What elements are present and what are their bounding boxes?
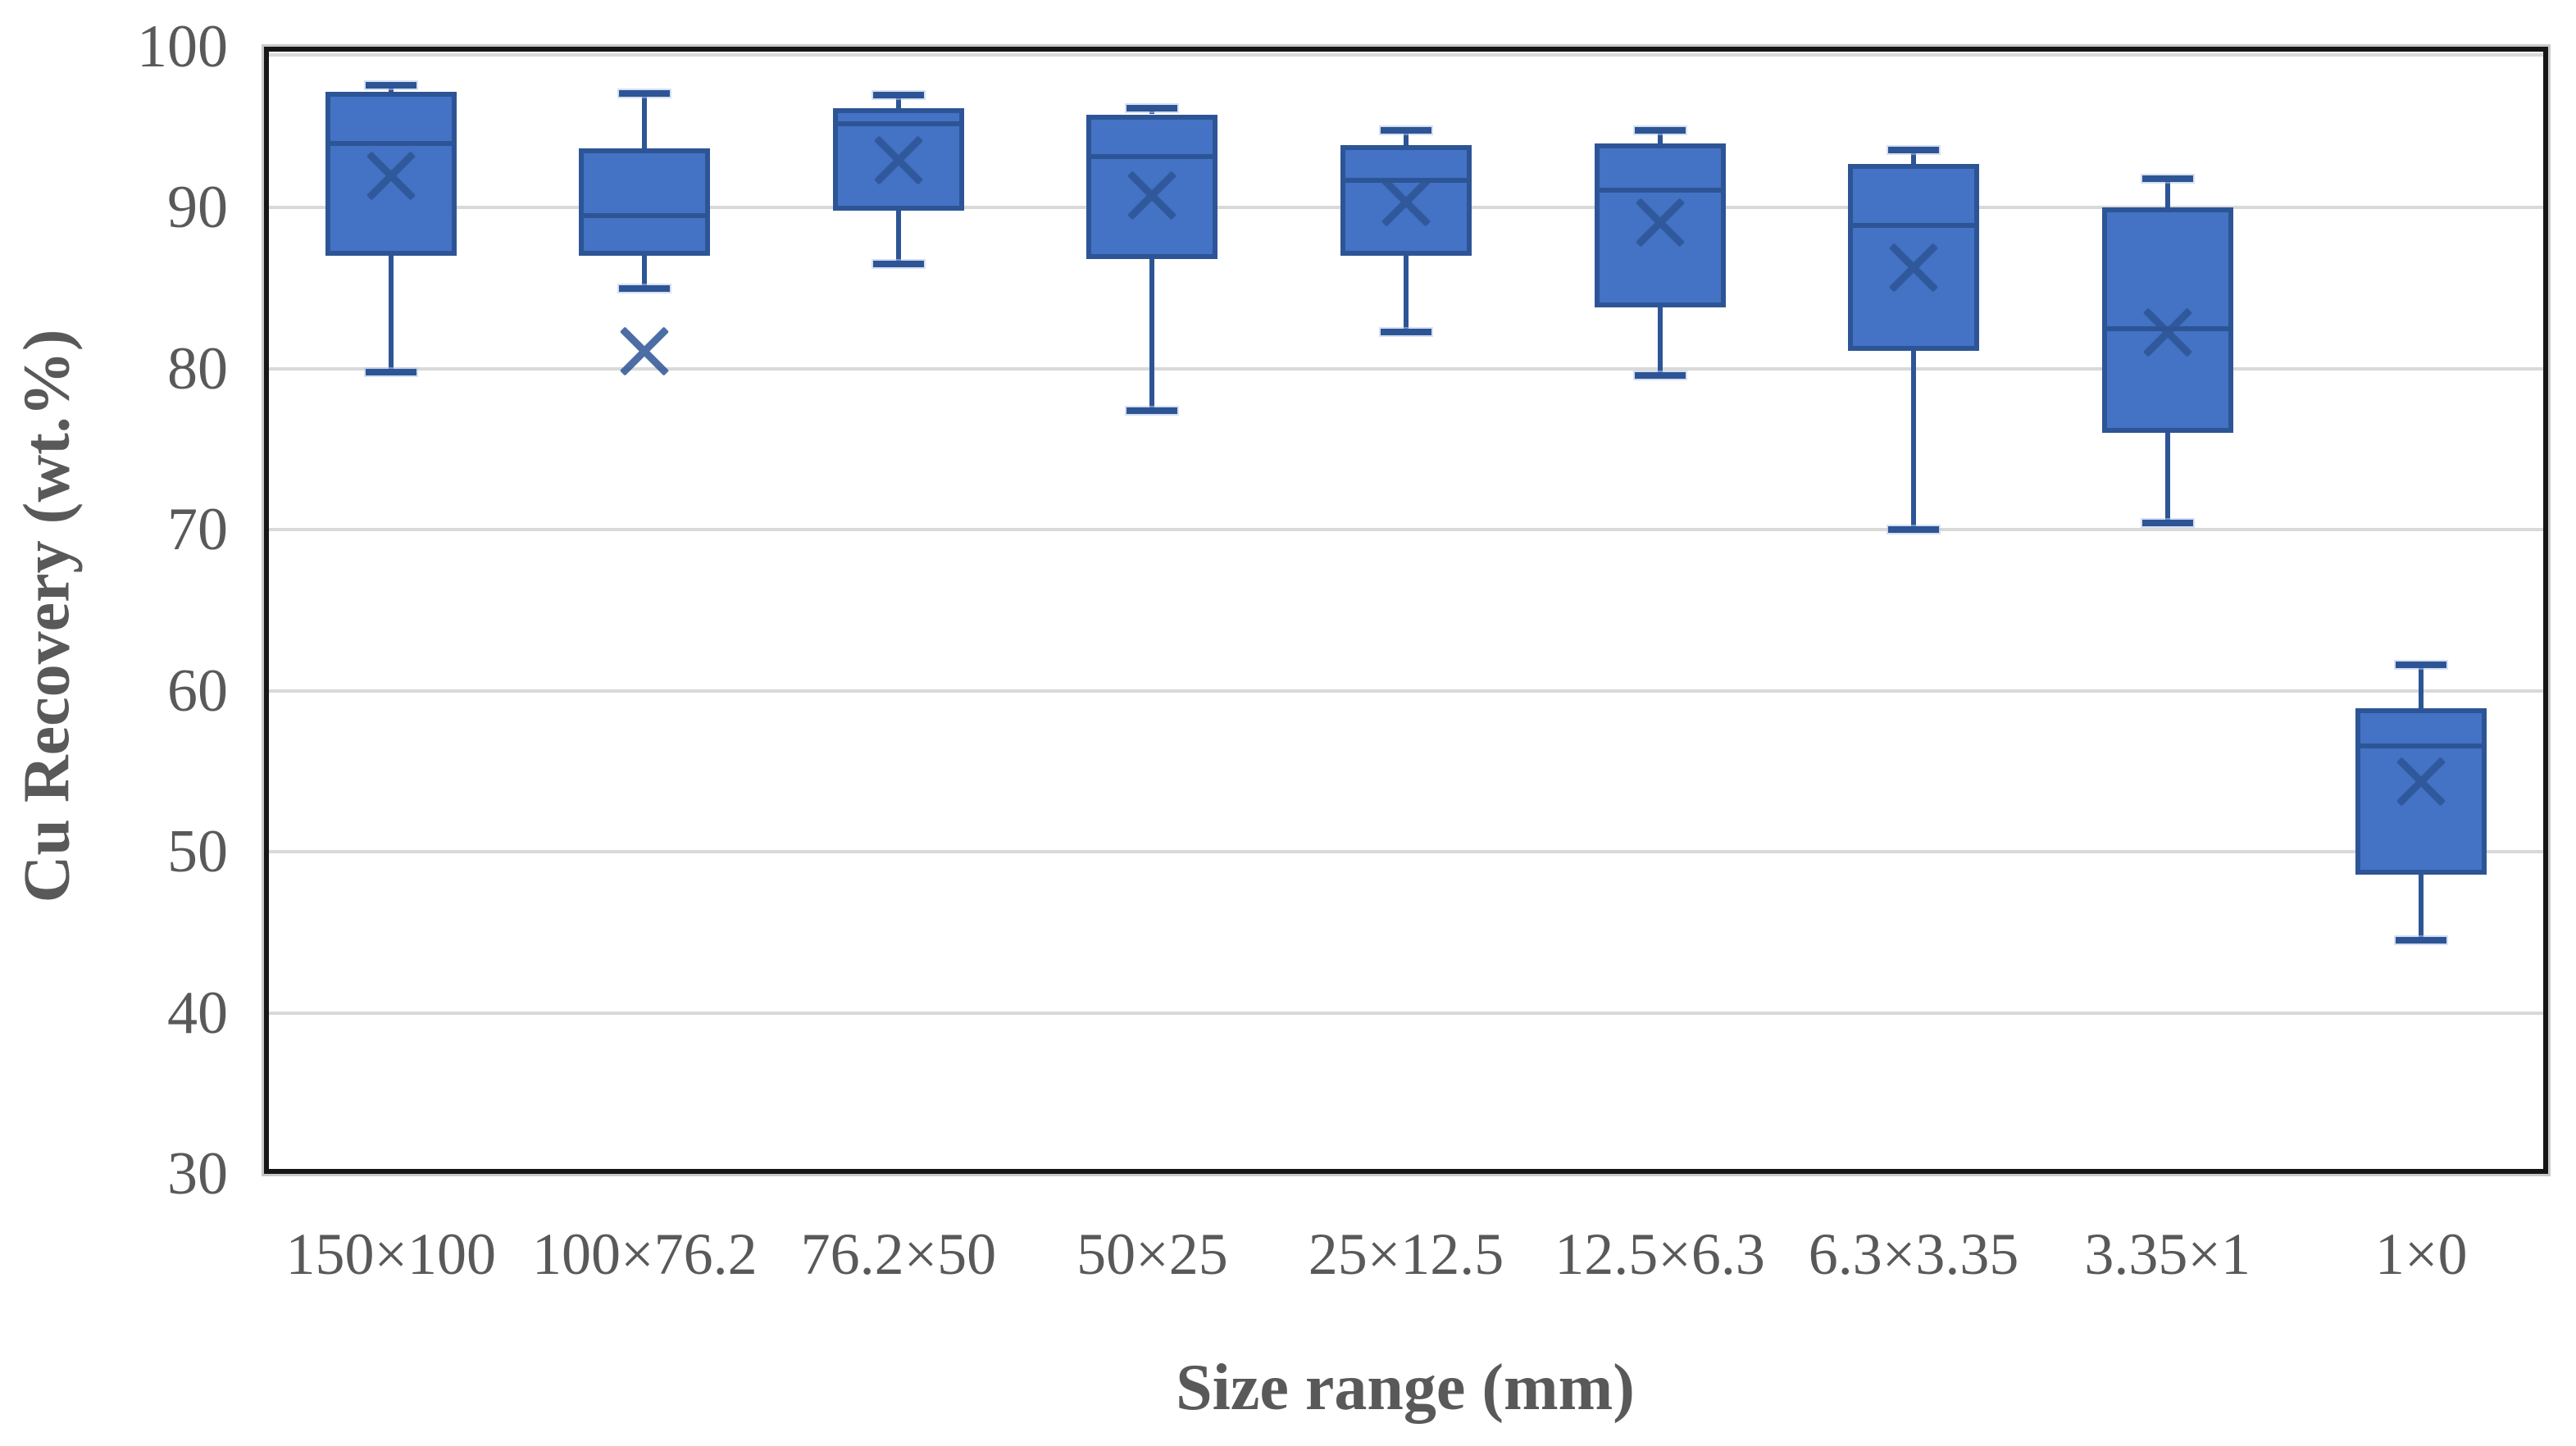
lower-whisker-12.5×6.3: [1657, 307, 1663, 375]
lower-whisker-cap-100×76.2: [619, 284, 671, 292]
x-axis-title: Size range (mm): [1176, 1352, 1635, 1424]
mean-marker-150×100: [366, 151, 416, 201]
gridline-100: [264, 53, 2548, 57]
upper-whisker-cap-1×0: [2396, 662, 2447, 669]
gridline-60: [264, 689, 2548, 693]
upper-whisker-1×0: [2419, 665, 2424, 709]
median-150×100: [330, 140, 452, 146]
lower-whisker-50×25: [1149, 259, 1155, 411]
mean-marker-1×0: [2396, 757, 2446, 807]
mean-marker-6.3×3.35: [1889, 243, 1939, 293]
median-100×76.2: [584, 213, 706, 219]
median-12.5×6.3: [1599, 187, 1721, 193]
box-12.5×6.3: [1594, 143, 1726, 308]
upper-whisker-6.3×3.35: [1911, 149, 1917, 165]
median-6.3×3.35: [1853, 223, 1975, 229]
box-6.3×3.35: [1848, 164, 1980, 352]
y-tick-label-40: 40: [167, 979, 228, 1047]
lower-whisker-76.2×50: [895, 211, 901, 265]
lower-whisker-cap-3.35×1: [2141, 520, 2193, 527]
y-axis-title: Cu Recovery (wt.%): [11, 329, 84, 903]
upper-whisker-25×12.5: [1404, 130, 1409, 145]
mean-marker-3.35×1: [2142, 307, 2192, 357]
x-tick-label-6.3×3.35: 6.3×3.35: [1808, 1221, 2019, 1287]
box-50×25: [1086, 114, 1218, 260]
gridline-70: [264, 528, 2548, 532]
x-tick-label-3.35×1: 3.35×1: [2084, 1221, 2251, 1287]
gridline-80: [264, 366, 2548, 371]
mean-marker-25×12.5: [1381, 177, 1431, 227]
y-tick-label-90: 90: [167, 174, 228, 242]
upper-whisker-cap-25×12.5: [1381, 127, 1431, 134]
upper-whisker-cap-6.3×3.35: [1888, 146, 1940, 153]
mean-marker-100×76.2: [620, 326, 670, 376]
lower-whisker-150×100: [388, 256, 394, 372]
lower-whisker-cap-1×0: [2396, 937, 2447, 944]
x-tick-label-76.2×50: 76.2×50: [800, 1221, 997, 1287]
upper-whisker-cap-3.35×1: [2141, 175, 2193, 183]
lower-whisker-cap-25×12.5: [1381, 328, 1431, 335]
lower-whisker-100×76.2: [642, 256, 648, 289]
y-tick-label-70: 70: [167, 496, 228, 564]
y-tick-label-60: 60: [167, 657, 228, 725]
median-1×0: [2360, 743, 2483, 748]
upper-whisker-12.5×6.3: [1657, 130, 1663, 143]
median-50×25: [1091, 153, 1213, 159]
lower-whisker-cap-76.2×50: [872, 261, 924, 268]
gridline-40: [264, 1011, 2548, 1015]
upper-whisker-cap-150×100: [365, 82, 416, 89]
upper-whisker-3.35×1: [2164, 179, 2170, 208]
y-tick-label-100: 100: [137, 13, 228, 80]
lower-whisker-cap-6.3×3.35: [1888, 526, 1940, 534]
upper-whisker-cap-50×25: [1126, 104, 1178, 111]
x-tick-label-25×12.5: 25×12.5: [1308, 1221, 1504, 1287]
lower-whisker-3.35×1: [2164, 433, 2170, 524]
upper-whisker-cap-76.2×50: [872, 91, 924, 98]
y-tick-label-80: 80: [167, 334, 228, 402]
x-tick-label-50×25: 50×25: [1076, 1221, 1228, 1287]
upper-whisker-cap-12.5×6.3: [1634, 127, 1686, 134]
lower-whisker-25×12.5: [1404, 256, 1409, 332]
gridline-50: [264, 850, 2548, 854]
median-76.2×50: [837, 121, 959, 127]
box-100×76.2: [579, 148, 711, 257]
lower-whisker-1×0: [2419, 874, 2424, 941]
box-3.35×1: [2101, 207, 2233, 434]
x-tick-label-150×100: 150×100: [285, 1221, 497, 1287]
x-tick-label-1×0: 1×0: [2374, 1221, 2468, 1287]
upper-whisker-76.2×50: [895, 94, 901, 108]
mean-marker-76.2×50: [873, 134, 923, 185]
lower-whisker-6.3×3.35: [1911, 351, 1917, 530]
median-25×12.5: [1345, 178, 1467, 184]
x-tick-label-12.5×6.3: 12.5×6.3: [1554, 1221, 1765, 1287]
lower-whisker-cap-12.5×6.3: [1634, 371, 1686, 379]
y-tick-label-50: 50: [167, 818, 228, 886]
box-1×0: [2355, 708, 2487, 875]
x-tick-label-100×76.2: 100×76.2: [532, 1221, 758, 1287]
mean-marker-50×25: [1127, 171, 1177, 221]
upper-whisker-100×76.2: [642, 93, 648, 148]
lower-whisker-cap-150×100: [365, 368, 416, 375]
y-tick-label-30: 30: [167, 1140, 228, 1207]
upper-whisker-cap-100×76.2: [619, 89, 671, 97]
mean-marker-12.5×6.3: [1635, 198, 1685, 248]
lower-whisker-cap-50×25: [1126, 407, 1178, 414]
